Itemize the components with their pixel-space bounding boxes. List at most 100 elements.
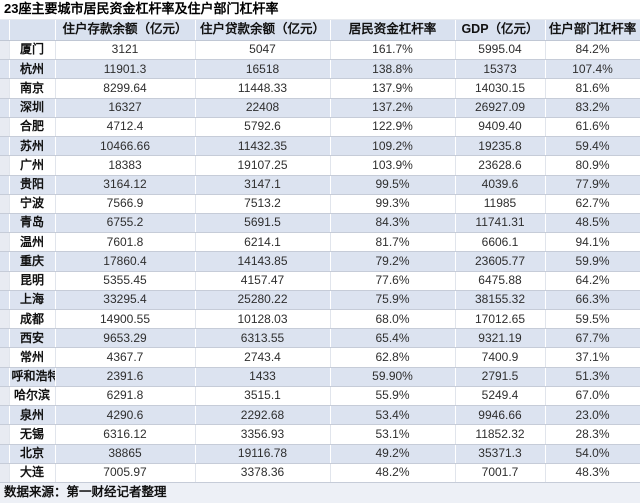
footer-row: 数据来源：第一财经记者整理 <box>0 482 640 503</box>
table-row: 杭州 11901.3 16518 138.8% 15373 107.4% <box>0 59 640 80</box>
cell-deposits: 6291.8 <box>55 386 196 407</box>
cell-city: 北京 <box>9 444 56 464</box>
table-row: 泉州 4290.6 2292.68 53.4% 9946.66 23.0% <box>0 405 640 426</box>
table-row: 昆明 5355.45 4157.47 77.6% 6475.88 64.2% <box>0 271 640 291</box>
cell-loans: 11448.33 <box>195 78 331 99</box>
row-gutter <box>0 271 10 291</box>
cell-deposits: 7566.9 <box>55 194 196 214</box>
cell-city: 合肥 <box>9 117 56 138</box>
cell-gdp: 35371.3 <box>455 444 546 464</box>
cell-loans: 19107.25 <box>195 155 331 176</box>
row-gutter <box>0 251 10 272</box>
cell-city: 广州 <box>9 155 56 176</box>
table-row: 青岛 6755.2 5691.5 84.3% 11741.31 48.5% <box>0 213 640 234</box>
cell-capital-leverage: 75.9% <box>330 290 456 311</box>
cell-household-leverage: 59.5% <box>545 309 640 330</box>
cell-household-leverage: 51.3% <box>545 367 640 387</box>
cell-loans: 3515.1 <box>195 386 331 407</box>
column-header-loans: 住户贷款余额（亿元） <box>195 19 331 41</box>
cell-loans: 11432.35 <box>195 136 331 157</box>
cell-deposits: 14900.55 <box>55 309 196 330</box>
cell-city: 青岛 <box>9 213 56 234</box>
cell-household-leverage: 107.4% <box>545 59 640 80</box>
row-gutter <box>0 347 10 368</box>
row-gutter <box>0 194 10 214</box>
cell-loans: 10128.03 <box>195 309 331 330</box>
table-row: 宁波 7566.9 7513.2 99.3% 11985 62.7% <box>0 194 640 214</box>
row-gutter <box>0 40 10 61</box>
cell-household-leverage: 67.0% <box>545 386 640 407</box>
cell-loans: 3378.36 <box>195 463 331 484</box>
cell-deposits: 8299.64 <box>55 78 196 99</box>
cell-capital-leverage: 53.4% <box>330 405 456 426</box>
table-row: 大连 7005.97 3378.36 48.2% 7001.7 48.3% <box>0 463 640 484</box>
cell-capital-leverage: 81.7% <box>330 232 456 253</box>
cell-city: 上海 <box>9 290 56 311</box>
cell-deposits: 10466.66 <box>55 136 196 157</box>
cell-loans: 1433 <box>195 367 331 387</box>
cell-deposits: 6316.12 <box>55 424 196 445</box>
row-gutter <box>0 98 10 118</box>
cell-household-leverage: 66.3% <box>545 290 640 311</box>
cell-deposits: 17860.4 <box>55 251 196 272</box>
cell-gdp: 5995.04 <box>455 40 546 61</box>
cell-loans: 22408 <box>195 98 331 118</box>
row-gutter <box>0 309 10 330</box>
cell-city: 无锡 <box>9 424 56 445</box>
cell-loans: 3356.93 <box>195 424 331 445</box>
row-gutter <box>0 444 10 464</box>
cell-gdp: 23605.77 <box>455 251 546 272</box>
cell-gdp: 11852.32 <box>455 424 546 445</box>
table-row: 成都 14900.55 10128.03 68.0% 17012.65 59.5… <box>0 309 640 330</box>
cell-gdp: 4039.6 <box>455 175 546 195</box>
cell-capital-leverage: 99.5% <box>330 175 456 195</box>
row-gutter <box>0 328 10 349</box>
cell-capital-leverage: 79.2% <box>330 251 456 272</box>
cell-household-leverage: 59.9% <box>545 251 640 272</box>
cell-deposits: 18383 <box>55 155 196 176</box>
cell-deposits: 7601.8 <box>55 232 196 253</box>
cell-gdp: 2791.5 <box>455 367 546 387</box>
cell-household-leverage: 62.7% <box>545 194 640 214</box>
cell-capital-leverage: 122.9% <box>330 117 456 138</box>
cell-gdp: 9321.19 <box>455 328 546 349</box>
cell-city: 温州 <box>9 232 56 253</box>
cell-capital-leverage: 55.9% <box>330 386 456 407</box>
table-row: 哈尔滨 6291.8 3515.1 55.9% 5249.4 67.0% <box>0 386 640 407</box>
cell-loans: 16518 <box>195 59 331 80</box>
cell-household-leverage: 84.2% <box>545 40 640 61</box>
cell-capital-leverage: 103.9% <box>330 155 456 176</box>
cell-gdp: 17012.65 <box>455 309 546 330</box>
cell-loans: 5691.5 <box>195 213 331 234</box>
cell-gdp: 19235.8 <box>455 136 546 157</box>
cell-city: 常州 <box>9 347 56 368</box>
cell-loans: 6214.1 <box>195 232 331 253</box>
cell-capital-leverage: 68.0% <box>330 309 456 330</box>
table-row: 南京 8299.64 11448.33 137.9% 14030.15 81.6… <box>0 78 640 99</box>
cell-gdp: 6606.1 <box>455 232 546 253</box>
cell-household-leverage: 37.1% <box>545 347 640 368</box>
row-gutter <box>0 405 10 426</box>
table-row: 贵阳 3164.12 3147.1 99.5% 4039.6 77.9% <box>0 175 640 195</box>
table-row: 无锡 6316.12 3356.93 53.1% 11852.32 28.3% <box>0 424 640 445</box>
cell-capital-leverage: 59.90% <box>330 367 456 387</box>
cell-deposits: 6755.2 <box>55 213 196 234</box>
table-row: 广州 18383 19107.25 103.9% 23628.6 80.9% <box>0 155 640 176</box>
cell-gdp: 6475.88 <box>455 271 546 291</box>
row-gutter <box>0 117 10 138</box>
row-gutter <box>0 424 10 445</box>
cell-capital-leverage: 138.8% <box>330 59 456 80</box>
data-source-note: 数据来源：第一财经记者整理 <box>0 482 640 503</box>
cell-city: 西安 <box>9 328 56 349</box>
cell-city: 哈尔滨 <box>9 386 56 407</box>
page-title: 23座主要城市居民资金杠杆率及住户部门杠杆率 <box>0 0 640 20</box>
cell-gdp: 9409.40 <box>455 117 546 138</box>
title-row: 23座主要城市居民资金杠杆率及住户部门杠杆率 <box>0 0 640 20</box>
cell-city: 昆明 <box>9 271 56 291</box>
cell-city: 苏州 <box>9 136 56 157</box>
cell-household-leverage: 28.3% <box>545 424 640 445</box>
row-gutter <box>0 367 10 387</box>
cell-deposits: 2391.6 <box>55 367 196 387</box>
